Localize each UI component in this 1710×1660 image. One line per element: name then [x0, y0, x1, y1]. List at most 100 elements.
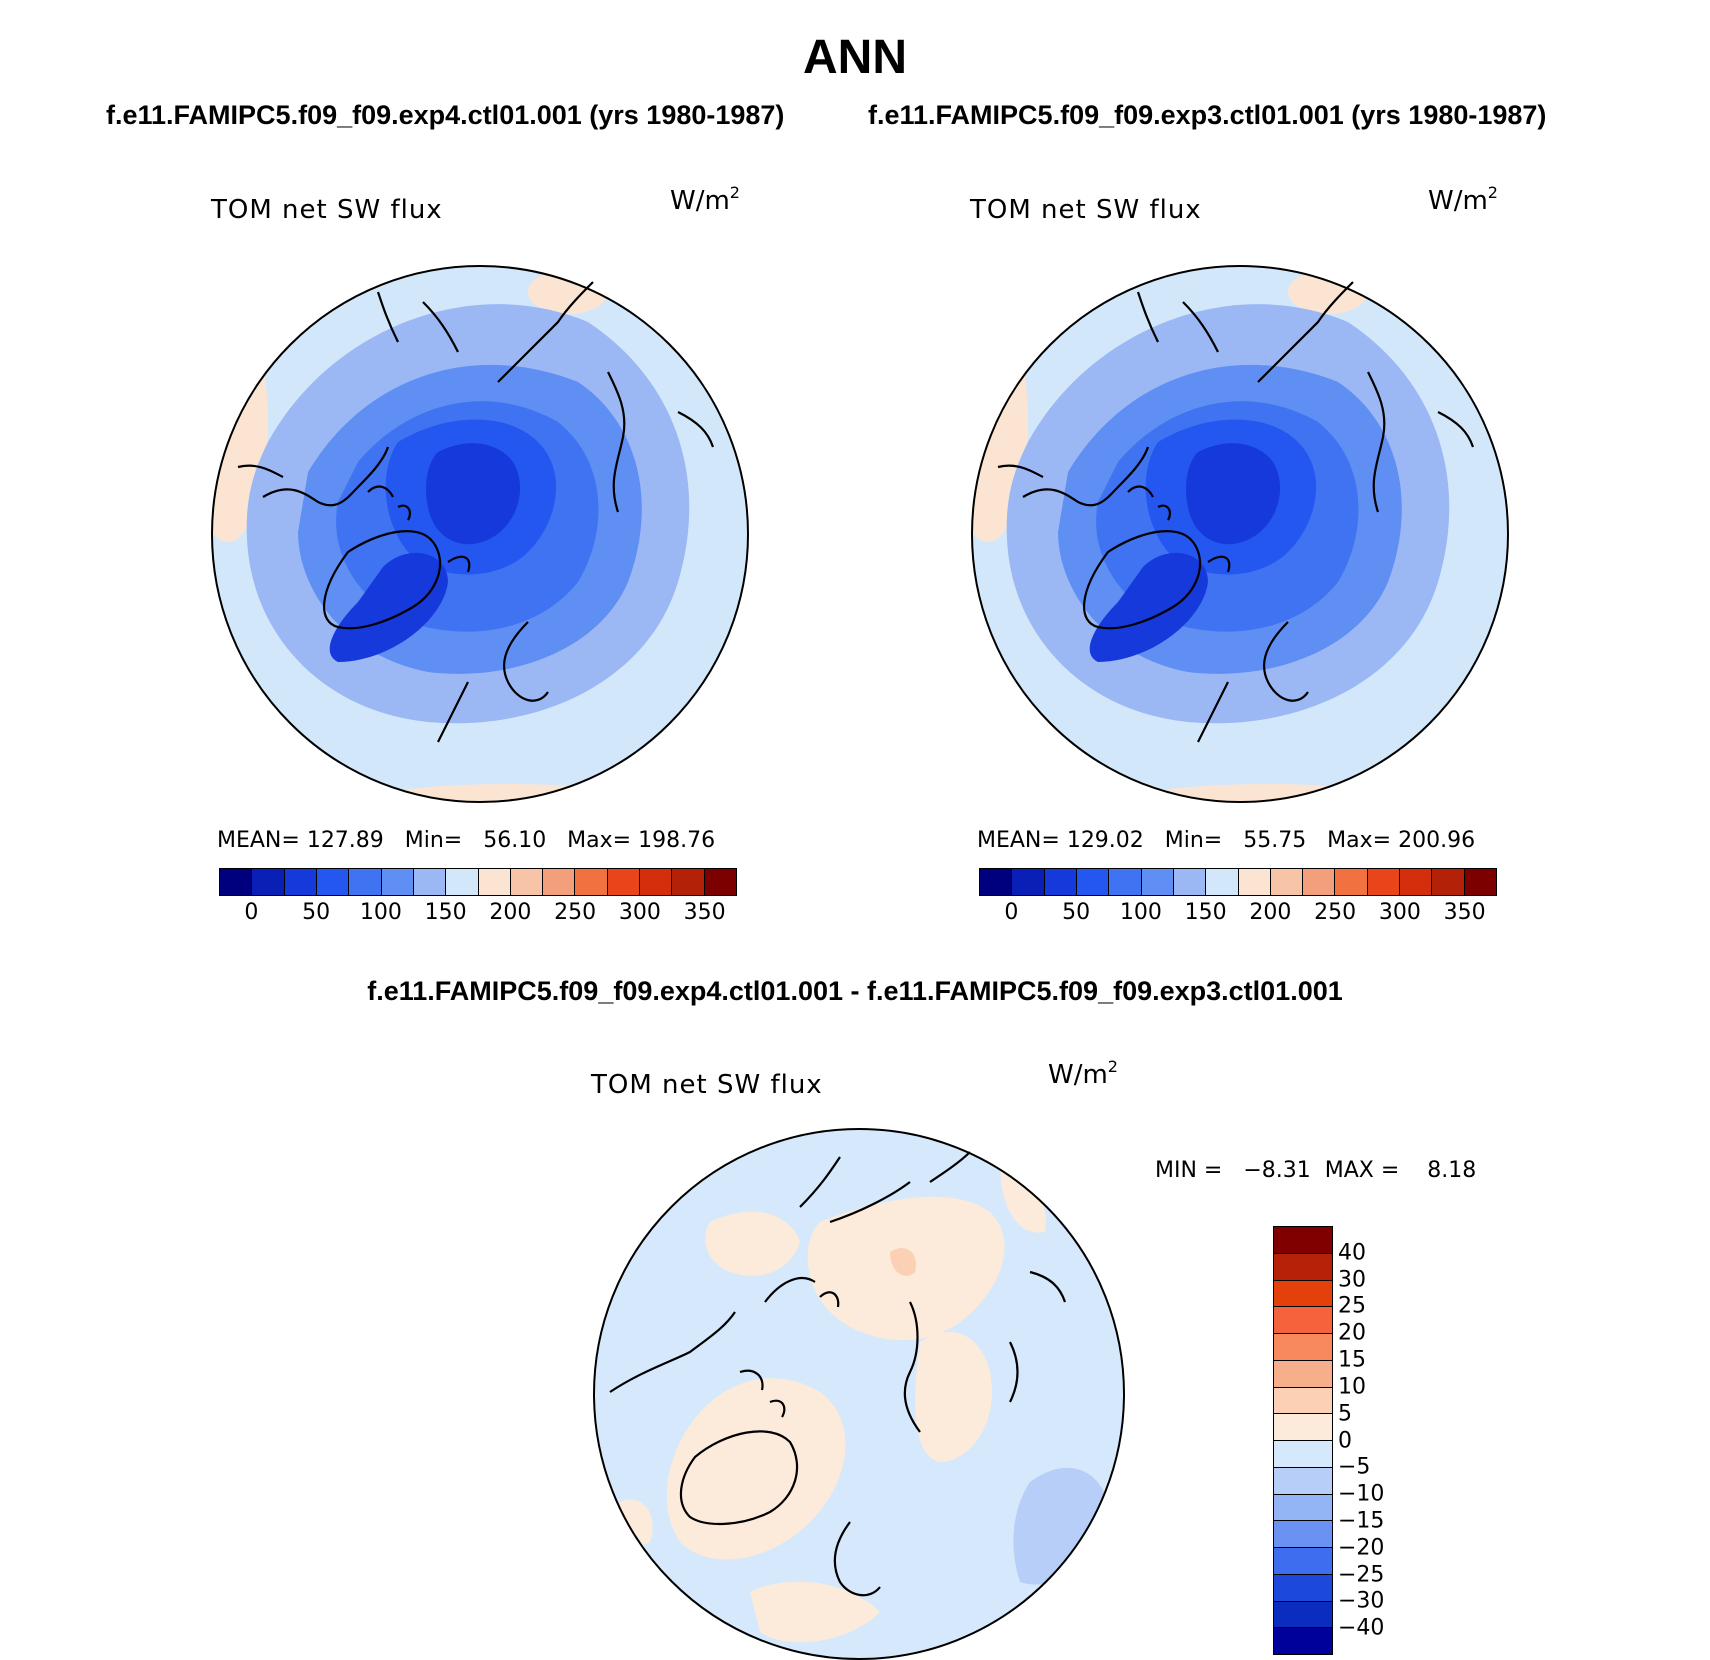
panel-right-map [971, 265, 1509, 803]
colorbar-swatch [1274, 1548, 1332, 1575]
colorbar-swatch [446, 869, 479, 895]
colorbar-swatch [1400, 869, 1433, 895]
colorbar-swatch [543, 869, 576, 895]
colorbar-swatch [1274, 1494, 1332, 1522]
colorbar-tick-label: 40 [1338, 1240, 1366, 1266]
colorbar-tick-label: 10 [1338, 1374, 1366, 1400]
colorbar-swatch [478, 869, 511, 895]
colorbar-swatch [1432, 869, 1465, 895]
colorbar-tick-label: 350 [683, 900, 726, 925]
colorbar-tick-label: 30 [1338, 1267, 1366, 1293]
panel-right-stats: MEAN= 129.02 Min= 55.75 Max= 200.96 [977, 828, 1476, 853]
colorbar-swatch [1274, 1334, 1332, 1361]
colorbar-swatch [1274, 1387, 1332, 1415]
subtitle-left-case: f.e11.FAMIPC5.f09_f09.exp4.ctl01.001 (yr… [106, 100, 785, 130]
colorbar-tick-label: −20 [1338, 1535, 1385, 1561]
figure-title: ANN [803, 31, 907, 84]
diff-variable: TOM net SW flux [591, 1070, 823, 1100]
colorbar-swatch [1141, 869, 1174, 895]
panel-left-stats: MEAN= 127.89 Min= 56.10 Max= 198.76 [217, 828, 716, 853]
colorbar-swatch [510, 869, 544, 895]
colorbar-swatch [1274, 1307, 1332, 1334]
colorbar-tick-label: 100 [1119, 900, 1162, 925]
colorbar-tick-label: 300 [618, 900, 661, 925]
colorbar-tick-label: 250 [554, 900, 597, 925]
colorbar-swatch [1274, 1227, 1332, 1254]
colorbar-swatch [1274, 1253, 1332, 1281]
colorbar-tick-label: 20 [1338, 1320, 1366, 1346]
colorbar-tick-label: −15 [1338, 1508, 1385, 1534]
colorbar-tick-label: −30 [1338, 1588, 1385, 1614]
colorbar-tick-label: −10 [1338, 1481, 1385, 1507]
colorbar-swatch [640, 869, 673, 895]
colorbar-swatch [1173, 869, 1207, 895]
colorbar-swatch [1012, 869, 1045, 895]
panel-left-variable: TOM net SW flux [211, 195, 443, 225]
colorbar-swatch [980, 869, 1013, 895]
colorbar-swatch [607, 869, 641, 895]
colorbar-swatch [1274, 1628, 1332, 1654]
colorbar-swatch [575, 869, 608, 895]
panel-right-colorbar-labels: 0 50 100 150 200 250 300 350 [979, 900, 1497, 930]
subtitle-difference: f.e11.FAMIPC5.f09_f09.exp4.ctl01.001 - f… [367, 976, 1343, 1006]
colorbar-tick-label: 150 [424, 900, 467, 925]
colorbar-tick-label: 150 [1184, 900, 1227, 925]
panel-right-variable: TOM net SW flux [970, 195, 1202, 225]
diff-colorbar-labels: 40 30 25 20 15 10 5 0 −5 −10 −15 −20 −25 −30 −40 [1338, 1226, 1418, 1655]
diff-map [593, 1128, 1125, 1660]
colorbar-swatch [1274, 1360, 1332, 1388]
colorbar-swatch [1044, 869, 1077, 895]
colorbar-swatch [284, 869, 317, 895]
colorbar-tick-label: −5 [1338, 1454, 1371, 1480]
colorbar-swatch [349, 869, 382, 895]
panel-right-colorbar [979, 868, 1497, 896]
colorbar-swatch [1303, 869, 1336, 895]
colorbar-swatch [1274, 1601, 1332, 1629]
colorbar-tick-label: 50 [1062, 900, 1091, 925]
diff-colorbar [1273, 1226, 1333, 1655]
colorbar-tick-label: 25 [1338, 1293, 1366, 1319]
colorbar-swatch [1109, 869, 1142, 895]
colorbar-swatch [1367, 869, 1401, 895]
panel-left-map [211, 265, 749, 803]
colorbar-tick-label: 0 [1004, 900, 1019, 925]
colorbar-swatch [220, 869, 253, 895]
colorbar-tick-label: −40 [1338, 1615, 1385, 1641]
colorbar-swatch [1270, 869, 1304, 895]
colorbar-swatch [1238, 869, 1271, 895]
diff-stats: MIN = −8.31 MAX = 8.18 [1155, 1158, 1477, 1183]
colorbar-swatch [413, 869, 447, 895]
colorbar-tick-label: 350 [1443, 900, 1486, 925]
colorbar-swatch [1076, 869, 1110, 895]
colorbar-swatch [381, 869, 414, 895]
subtitle-right-case: f.e11.FAMIPC5.f09_f09.exp3.ctl01.001 (yr… [868, 100, 1547, 130]
colorbar-swatch [672, 869, 705, 895]
colorbar-swatch [1206, 869, 1239, 895]
panel-left-colorbar [219, 868, 737, 896]
colorbar-tick-label: 300 [1378, 900, 1421, 925]
diff-units: W/m2 [1048, 1057, 1118, 1090]
colorbar-swatch [1464, 869, 1496, 895]
colorbar-swatch [1274, 1280, 1332, 1308]
colorbar-tick-label: 100 [359, 900, 402, 925]
colorbar-tick-label: 200 [1249, 900, 1292, 925]
colorbar-swatch [1274, 1574, 1332, 1602]
colorbar-tick-label: 5 [1338, 1401, 1352, 1427]
panel-left-units: W/m2 [670, 183, 740, 216]
colorbar-tick-label: 0 [1338, 1428, 1352, 1453]
colorbar-tick-label: −25 [1338, 1562, 1385, 1588]
colorbar-swatch [1274, 1467, 1332, 1495]
colorbar-swatch [316, 869, 350, 895]
colorbar-swatch [1274, 1441, 1332, 1468]
colorbar-swatch [252, 869, 285, 895]
colorbar-tick-label: 200 [489, 900, 532, 925]
colorbar-tick-label: 15 [1338, 1347, 1366, 1373]
panel-left-colorbar-labels: 0 50 100 150 200 250 300 350 [219, 900, 737, 930]
colorbar-tick-label: 0 [244, 900, 259, 925]
colorbar-tick-label: 250 [1314, 900, 1357, 925]
colorbar-tick-label: 50 [302, 900, 331, 925]
colorbar-swatch [704, 869, 736, 895]
panel-right-units: W/m2 [1428, 183, 1498, 216]
colorbar-swatch [1274, 1414, 1332, 1441]
colorbar-swatch [1274, 1521, 1332, 1548]
